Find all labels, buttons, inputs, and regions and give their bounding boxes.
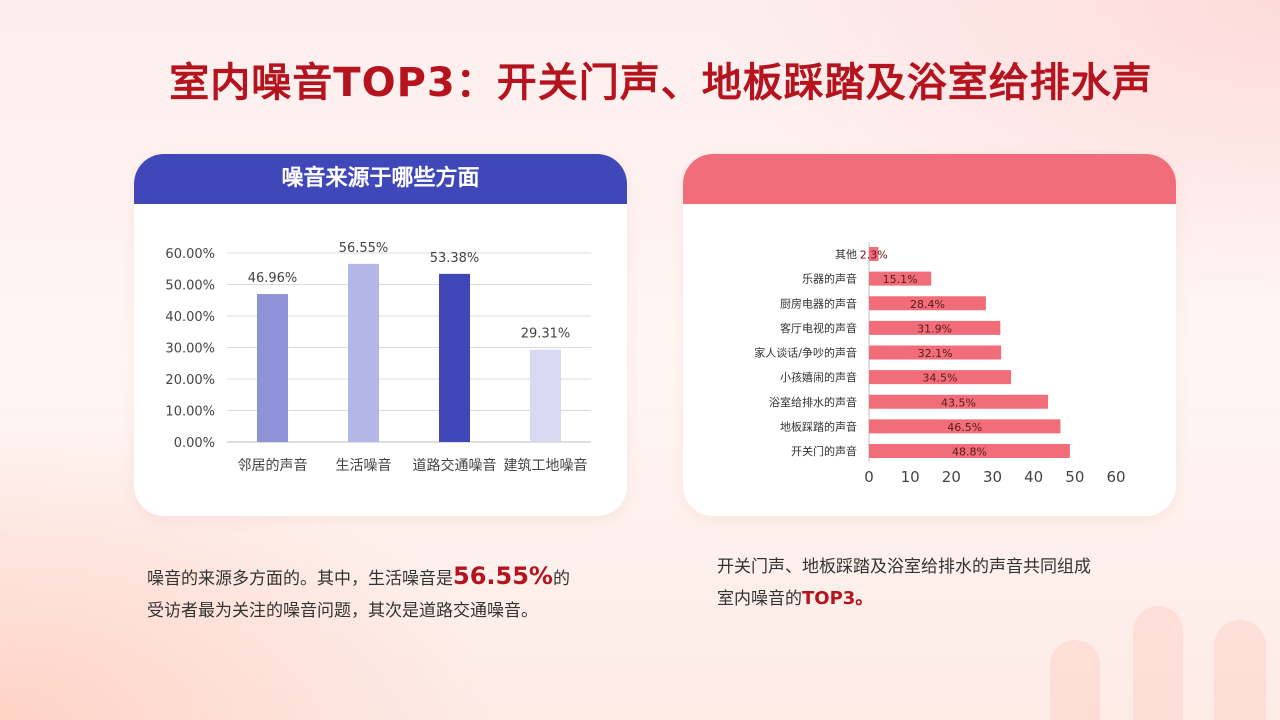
bar [530,349,561,442]
y-tick-label: 50.00% [165,279,215,294]
right-caption-part1: 开关门声、地板踩踏及浴室给排水的声音共同组成 [717,557,1091,577]
data-label: 48.8% [952,446,987,459]
y-tick-label: 20.00% [165,373,215,388]
bar [869,271,932,286]
page-title: 室内噪音TOP3：开关门声、地板踩踏及浴室给排水声 [169,60,1153,106]
indoor-noise-bar-chart: 其他 2.3%乐器的声音 15.1% 厨房电器的声音 28.4% 客厅电视的声音 31.9%… [754,242,1126,486]
data-label: 53.38% [430,251,480,266]
data-label: 2.3% [860,249,888,262]
decor-pillar-1 [1050,640,1100,720]
bar [869,296,986,311]
data-label: 34.5% [923,372,958,385]
bar [869,394,1049,409]
data-label: 31.9% [917,322,952,335]
decor-pillar-2 [1133,606,1183,720]
x-tick-label: 0 [864,468,874,486]
noise-source-bar-chart: 0.00% 10.00% 20.00% 30.00% 40.00% 50.00% 60.00… [165,241,591,474]
bar [257,294,288,442]
y-category-label: 小孩嬉闹的声音 [780,370,857,384]
y-category-label: 乐器的声音 [802,272,857,286]
bar [869,247,879,261]
data-label: 29.31% [521,327,571,342]
x-tick-label: 60 [1106,468,1125,486]
right-chart-card: 其他 2.3% 乐器的声音 15.1% 厨房电器的声音 28.4% 客厅电视的声音 31.9%… [683,154,1176,516]
y-category-label: 客厅电视的声音 [780,321,857,335]
bar [869,320,1001,335]
y-category-label: 开关门的声音 [791,444,857,458]
right-caption-part2: 室内噪音的 [717,589,802,609]
data-label: 28.4% [910,298,945,311]
right-caption: 开关门声、地板踩踏及浴室给排水的声音共同组成 室内噪音的TOP3。 [717,551,1177,615]
y-tick-label: 40.00% [165,310,215,325]
x-tick-label: 10 [901,468,920,486]
x-category-label: 生活噪音 [336,457,392,474]
x-category-label: 建筑工地噪音 [504,457,588,474]
x-category-label: 邻居的声音 [238,457,308,474]
y-category-label: 厨房电器的声音 [780,296,857,310]
data-label: 46.5% [947,421,982,434]
left-caption-part1: 噪音的来源多方面的。其中，生活噪音是 [147,569,453,589]
data-label: 43.5% [941,396,976,409]
x-tick-label: 50 [1065,468,1084,486]
bar [869,444,1070,458]
left-chart-card: 噪音来源于哪些方面 0.00% 10.00% 20.00% 30.00% 40.00% 5… [134,154,627,516]
x-tick-label: 20 [942,468,961,486]
data-label: 46.96% [248,271,298,286]
left-caption-highlight: 56.55% [453,562,553,590]
x-tick-label: 30 [983,468,1002,486]
y-tick-label: 0.00% [174,436,215,451]
y-tick-label: 30.00% [165,342,215,357]
decor-pillar-3 [1214,620,1266,720]
bar [869,419,1061,434]
bar [439,273,470,442]
y-category-label: 家人谈话/争吵的声音 [754,346,857,360]
right-caption-highlight: TOP3。 [802,588,874,609]
data-label: 32.1% [918,347,953,360]
y-tick-label: 60.00% [165,247,215,262]
left-caption-part2: 的 [552,569,570,589]
bar [869,345,1002,360]
y-category-label: 其他 [835,248,857,261]
left-caption-part3: 受访者最为关注的噪音问题，其次是道路交通噪音。 [147,601,538,621]
x-tick-label: 40 [1024,468,1043,486]
bar [348,263,379,442]
left-card-heading: 噪音来源于哪些方面 [134,154,627,204]
bar [869,370,1012,385]
data-label: 56.55% [339,241,389,256]
y-category-label: 浴室给排水的声音 [769,395,857,409]
x-category-label: 道路交通噪音 [413,457,497,474]
left-caption: 噪音的来源多方面的。其中，生活噪音是56.55%的 受访者最为关注的噪音问题，其… [147,560,617,627]
right-card-heading [683,154,1176,204]
y-category-label: 地板踩踏的声音 [780,419,857,433]
y-tick-label: 10.00% [165,405,215,420]
data-label: 15.1% [883,273,918,286]
